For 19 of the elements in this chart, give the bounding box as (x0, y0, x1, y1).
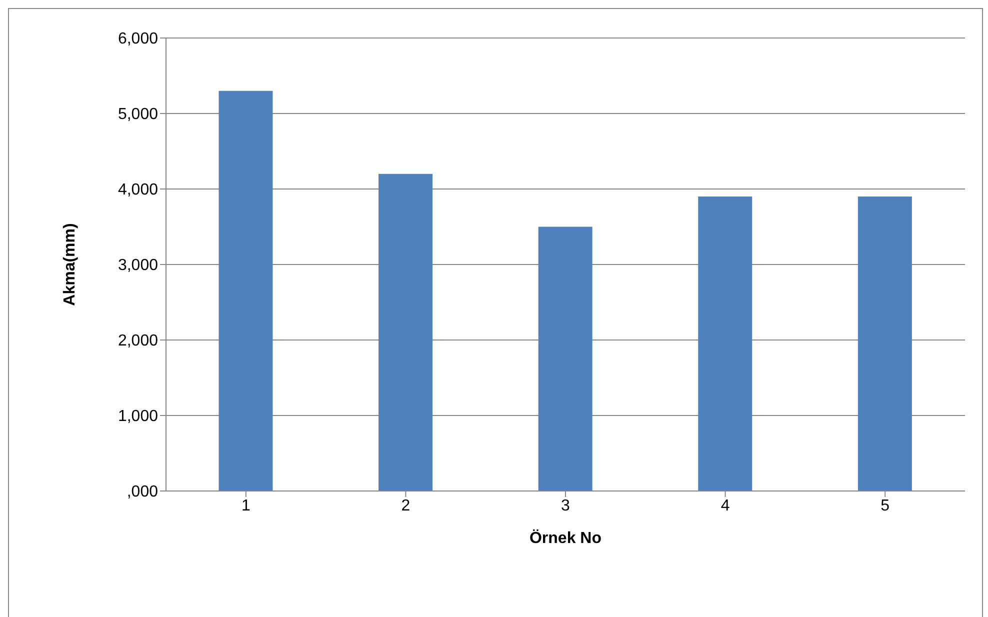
x-axis-title: Örnek No (529, 529, 602, 547)
y-axis-title: Akma(mm) (62, 223, 79, 306)
bar (378, 174, 433, 491)
bar (218, 90, 273, 491)
y-tick-label: 2,000 (118, 332, 158, 350)
x-tick-label: 3 (561, 497, 570, 514)
bar (538, 226, 592, 491)
bar (858, 196, 912, 491)
y-tick-label: ,000 (126, 484, 158, 501)
y-tick-label: 3,000 (118, 257, 158, 274)
y-tick-label: 6,000 (118, 30, 158, 48)
y-tick-label: 1,000 (118, 408, 158, 426)
bar (698, 196, 752, 491)
y-tick-label: 4,000 (118, 182, 158, 199)
x-tick-label: 4 (720, 497, 730, 514)
x-tick-label: 2 (401, 497, 410, 514)
x-tick-label: 5 (880, 497, 890, 514)
y-tick-label: 5,000 (118, 106, 158, 124)
x-tick-label: 1 (241, 497, 250, 514)
